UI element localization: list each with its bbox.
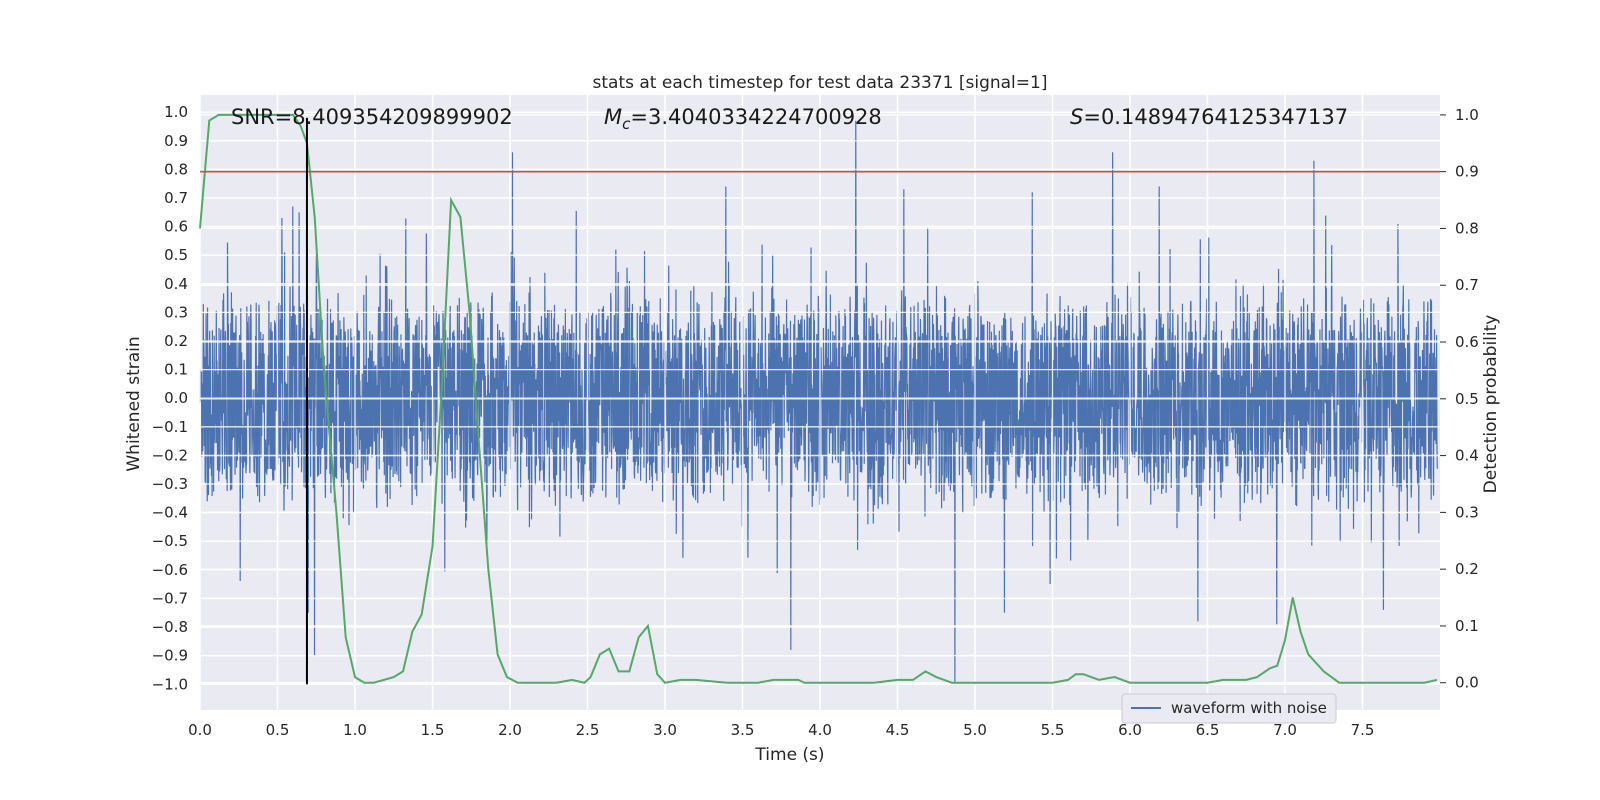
y-left-tick-label: 0.7	[164, 189, 188, 207]
x-tick-label: 1.0	[343, 721, 367, 739]
chirp-mass-annotation: Mc=3.4040334224700928	[604, 105, 882, 133]
legend-label: waveform with noise	[1171, 699, 1327, 717]
y-right-tick-label: 0.1	[1455, 617, 1479, 635]
y-left-axis-label: Whitened strain	[124, 336, 144, 471]
x-tick-label: 7.5	[1351, 721, 1375, 739]
y-left-tick-label: −0.3	[152, 475, 188, 493]
y-right-tick-label: 0.3	[1455, 503, 1479, 521]
y-left-tick-label: −1.0	[152, 675, 188, 693]
probability-series	[199, 113, 1438, 684]
x-tick-label: 0.5	[266, 721, 290, 739]
y-left-tick-label: 0.0	[164, 389, 188, 407]
y-right-axis-ticks: 1.0 0.9 0.8 0.7 0.6 0.5 0.4 0.3 0.2 0.1 0.0	[1440, 106, 1479, 692]
y-left-axis-ticks: 1.0 0.9 0.8 0.7 0.6 0.5 0.4 0.3 0.2 0.1 0.0 −0.1 −0.…	[152, 103, 188, 693]
x-axis-label: Time (s)	[754, 745, 824, 765]
y-right-tick-label: 0.0	[1455, 674, 1479, 692]
y-left-tick-label: −0.8	[152, 618, 188, 636]
y-left-tick-label: 1.0	[164, 103, 188, 121]
y-left-tick-label: 0.6	[164, 218, 188, 236]
x-tick-label: 3.5	[731, 721, 755, 739]
y-left-tick-label: 0.3	[164, 303, 188, 321]
y-left-tick-label: 0.9	[164, 132, 188, 150]
x-tick-label: 0.0	[188, 721, 212, 739]
y-right-tick-label: 1.0	[1455, 106, 1479, 124]
y-left-tick-label: 0.8	[164, 160, 188, 178]
grid-overlay	[199, 95, 1440, 710]
y-right-tick-label: 0.9	[1455, 163, 1479, 181]
snr-annotation: SNR=8.409354209899902	[231, 105, 513, 129]
y-left-tick-label: −0.1	[152, 418, 188, 436]
x-tick-label: 6.5	[1196, 721, 1220, 739]
y-right-tick-label: 0.8	[1455, 219, 1479, 237]
s-annotation: S=0.14894764125347137	[1070, 105, 1348, 129]
x-tick-label: 2.0	[498, 721, 522, 739]
y-left-tick-label: −0.9	[152, 647, 188, 665]
legend: waveform with noise	[1121, 693, 1337, 724]
y-right-axis-label: Detection probability	[1481, 315, 1501, 494]
x-tick-label: 5.0	[963, 721, 987, 739]
detection-probability-line	[199, 113, 1438, 684]
chart-title: stats at each timestep for test data 233…	[593, 73, 1048, 93]
x-tick-label: 4.0	[808, 721, 832, 739]
y-left-tick-label: 0.4	[164, 275, 188, 293]
legend-box	[1121, 693, 1337, 724]
x-tick-label: 6.0	[1118, 721, 1142, 739]
y-right-tick-label: 0.7	[1455, 276, 1479, 294]
x-tick-label: 2.5	[576, 721, 600, 739]
y-right-tick-label: 0.2	[1455, 560, 1479, 578]
y-left-tick-label: −0.5	[152, 532, 188, 550]
x-axis-ticks: 0.0 0.5 1.0 1.5 2.0 2.5 3.0 3.5 4.0 4.5 5.0 5.5 6.0 6…	[188, 721, 1374, 739]
y-right-tick-label: 0.4	[1455, 447, 1479, 465]
waveform-series	[199, 95, 1440, 710]
y-left-tick-label: 0.5	[164, 246, 188, 264]
y-left-tick-label: 0.2	[164, 332, 188, 350]
y-left-tick-label: −0.4	[152, 504, 188, 522]
y-left-tick-label: −0.6	[152, 561, 188, 579]
x-tick-label: 1.5	[421, 721, 445, 739]
x-tick-label: 4.5	[886, 721, 910, 739]
y-left-tick-label: 0.1	[164, 361, 188, 379]
y-right-tick-label: 0.5	[1455, 390, 1479, 408]
x-tick-label: 7.0	[1273, 721, 1297, 739]
y-left-tick-label: −0.2	[152, 446, 188, 464]
y-left-tick-label: −0.7	[152, 589, 188, 607]
markers	[200, 117, 1440, 685]
waveform-line	[199, 120, 1439, 685]
x-tick-label: 3.0	[653, 721, 677, 739]
y-right-tick-label: 0.6	[1455, 333, 1479, 351]
x-tick-label: 5.5	[1041, 721, 1065, 739]
